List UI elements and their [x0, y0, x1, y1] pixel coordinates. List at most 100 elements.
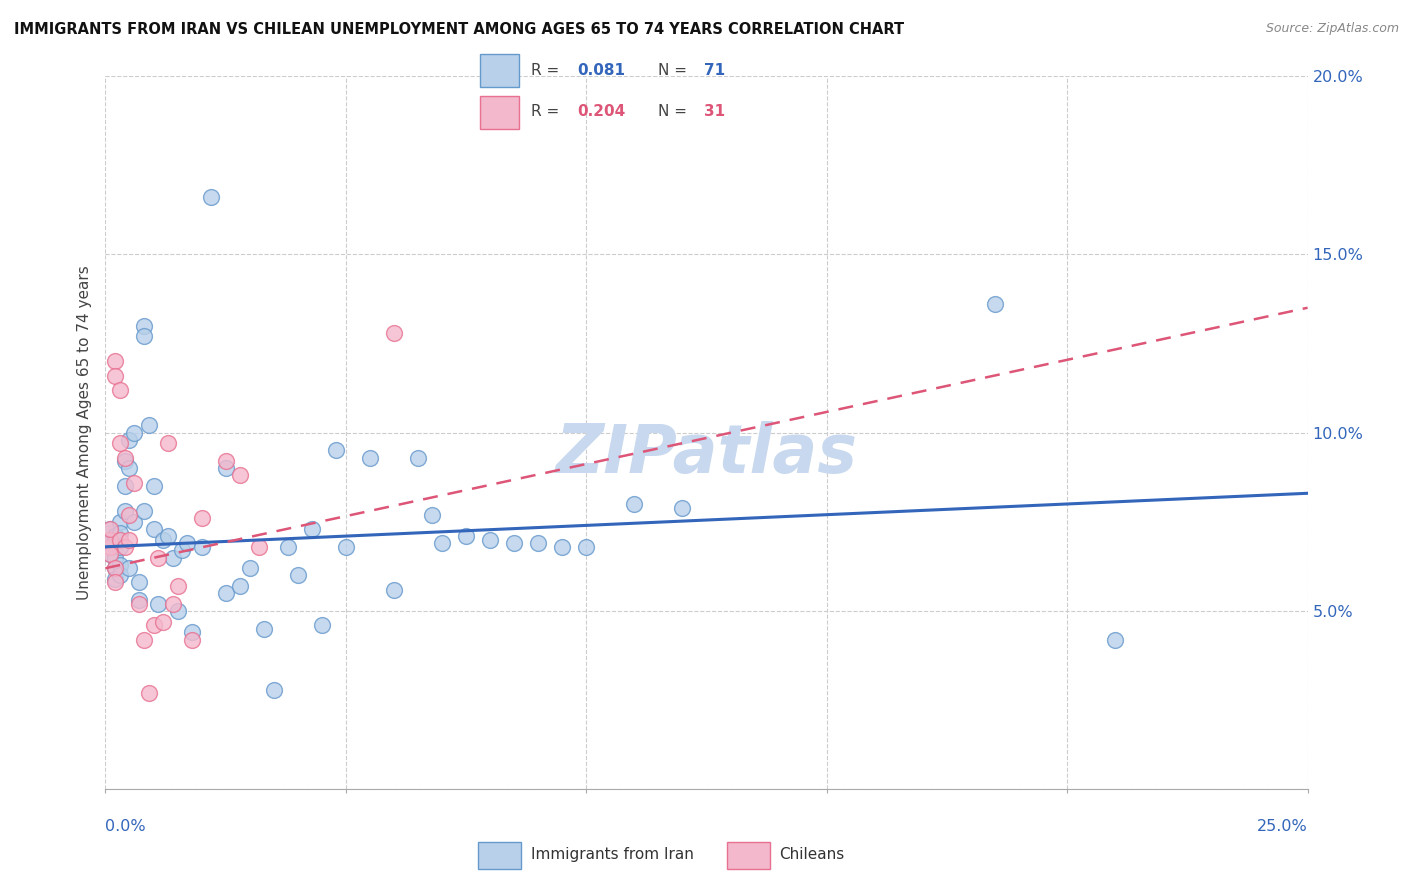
- Text: 0.081: 0.081: [576, 62, 624, 78]
- Point: [430, 536, 453, 550]
- Point: [382, 326, 405, 340]
- Point: [162, 597, 184, 611]
- Point: [156, 436, 179, 450]
- Point: [148, 597, 170, 611]
- Bar: [478, 842, 522, 869]
- Point: [214, 586, 236, 600]
- Point: [335, 540, 357, 554]
- Point: [118, 508, 141, 522]
- Point: [108, 568, 131, 582]
- Text: ZIPatlas: ZIPatlas: [555, 421, 858, 487]
- Text: 25.0%: 25.0%: [1257, 820, 1308, 834]
- Text: Chileans: Chileans: [779, 847, 845, 862]
- Point: [138, 418, 160, 433]
- Point: [104, 540, 127, 554]
- Point: [247, 540, 270, 554]
- Point: [359, 450, 381, 465]
- Text: R =: R =: [531, 62, 565, 78]
- Point: [104, 572, 127, 586]
- Point: [124, 515, 146, 529]
- Point: [984, 297, 1007, 311]
- Point: [200, 190, 222, 204]
- Point: [454, 529, 477, 543]
- Point: [98, 533, 121, 547]
- Point: [214, 454, 236, 468]
- Point: [98, 547, 121, 561]
- Point: [166, 579, 188, 593]
- Point: [172, 543, 194, 558]
- Point: [527, 536, 550, 550]
- Point: [104, 550, 127, 565]
- Point: [301, 522, 323, 536]
- Point: [104, 561, 127, 575]
- Text: N =: N =: [658, 62, 692, 78]
- Text: 71: 71: [704, 62, 725, 78]
- Point: [311, 618, 333, 632]
- Point: [98, 547, 121, 561]
- Point: [132, 504, 155, 518]
- Y-axis label: Unemployment Among Ages 65 to 74 years: Unemployment Among Ages 65 to 74 years: [77, 265, 93, 600]
- Text: Source: ZipAtlas.com: Source: ZipAtlas.com: [1265, 22, 1399, 36]
- Point: [98, 522, 121, 536]
- Point: [108, 533, 131, 547]
- Point: [98, 525, 121, 540]
- Point: [623, 497, 645, 511]
- Point: [181, 625, 204, 640]
- Point: [132, 318, 155, 333]
- Bar: [727, 842, 770, 869]
- Point: [104, 575, 127, 590]
- Point: [104, 368, 127, 383]
- Point: [422, 508, 444, 522]
- Point: [229, 468, 252, 483]
- Point: [229, 579, 252, 593]
- Point: [104, 529, 127, 543]
- Point: [114, 454, 136, 468]
- Point: [239, 561, 262, 575]
- Point: [108, 436, 131, 450]
- Point: [263, 682, 285, 697]
- Point: [148, 550, 170, 565]
- Point: [181, 632, 204, 647]
- Point: [142, 479, 165, 493]
- Point: [176, 536, 198, 550]
- Point: [114, 540, 136, 554]
- Point: [108, 525, 131, 540]
- Point: [114, 504, 136, 518]
- Point: [253, 622, 276, 636]
- Point: [108, 515, 131, 529]
- Text: 0.0%: 0.0%: [105, 820, 146, 834]
- Point: [214, 461, 236, 475]
- Point: [118, 433, 141, 447]
- Point: [114, 450, 136, 465]
- Text: IMMIGRANTS FROM IRAN VS CHILEAN UNEMPLOYMENT AMONG AGES 65 TO 74 YEARS CORRELATI: IMMIGRANTS FROM IRAN VS CHILEAN UNEMPLOY…: [14, 22, 904, 37]
- Point: [108, 558, 131, 572]
- Point: [128, 593, 150, 607]
- Point: [551, 540, 574, 554]
- Point: [132, 632, 155, 647]
- Point: [98, 533, 121, 547]
- Text: N =: N =: [658, 104, 692, 119]
- Point: [190, 511, 212, 525]
- Point: [98, 540, 121, 554]
- Point: [382, 582, 405, 597]
- Point: [128, 575, 150, 590]
- Point: [156, 529, 179, 543]
- Point: [142, 618, 165, 632]
- Point: [671, 500, 693, 515]
- Point: [575, 540, 598, 554]
- Point: [104, 561, 127, 575]
- Point: [277, 540, 299, 554]
- Point: [124, 425, 146, 440]
- Point: [152, 533, 174, 547]
- Point: [479, 533, 502, 547]
- Point: [325, 443, 347, 458]
- Point: [503, 536, 526, 550]
- Point: [118, 561, 141, 575]
- Point: [166, 604, 188, 618]
- Point: [98, 522, 121, 536]
- Bar: [479, 54, 519, 87]
- Text: 0.204: 0.204: [576, 104, 626, 119]
- Point: [118, 461, 141, 475]
- Text: 31: 31: [704, 104, 725, 119]
- Point: [132, 329, 155, 343]
